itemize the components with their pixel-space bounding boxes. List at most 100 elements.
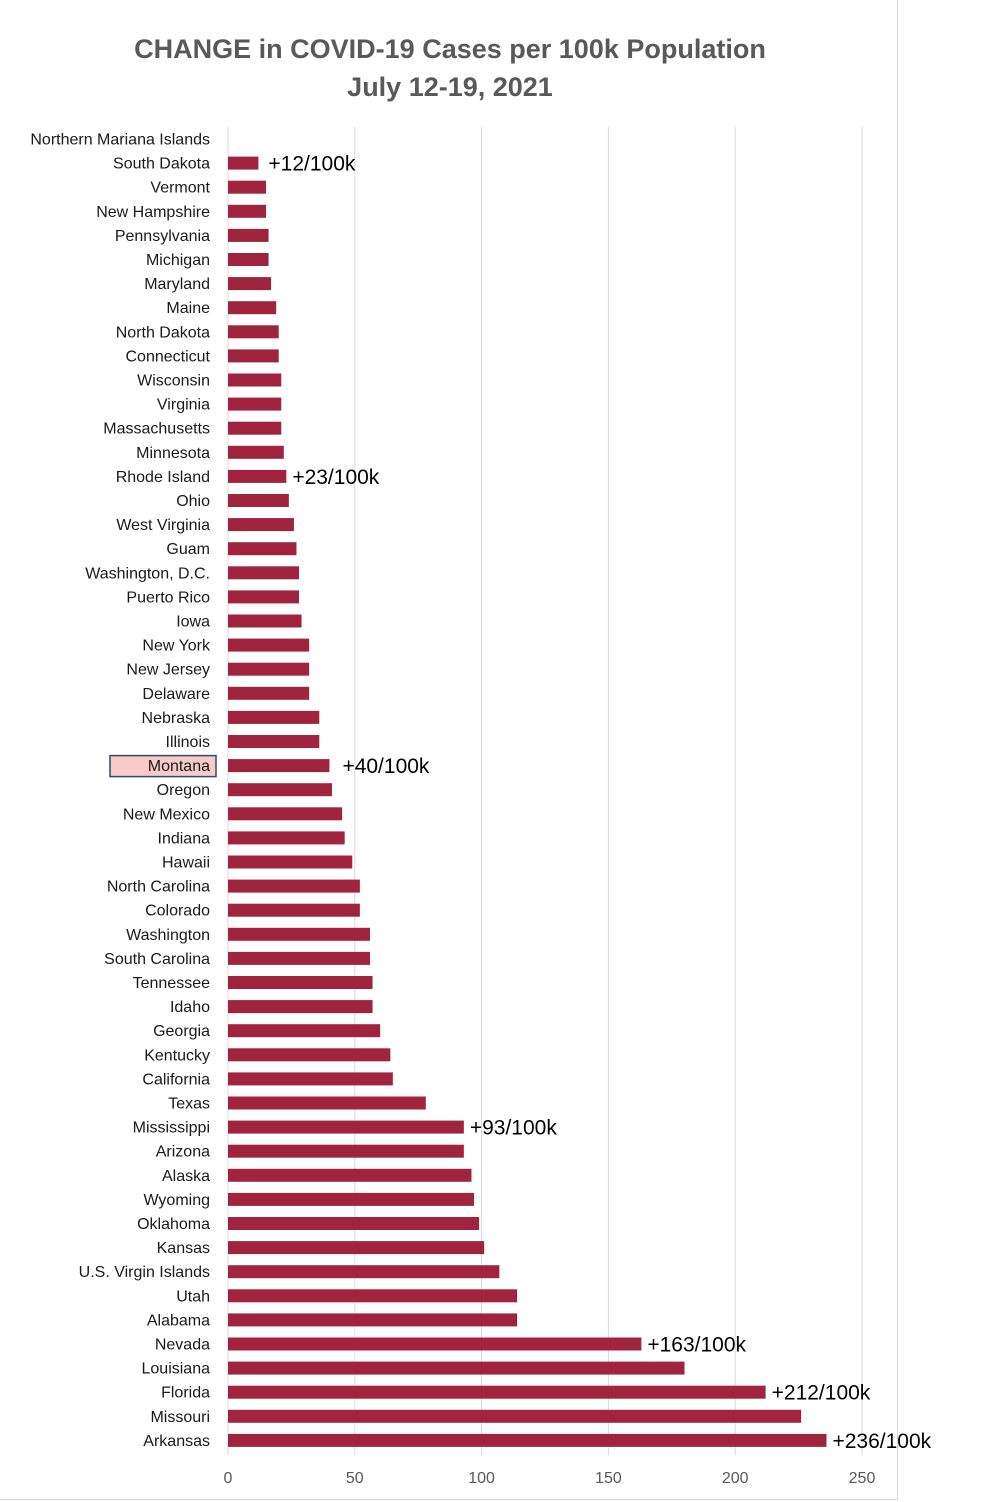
bar-delaware — [228, 686, 310, 700]
bar-oregon — [228, 783, 332, 797]
x-axis-tick-labels: 0 50 100 150 200 250 — [224, 1470, 876, 1487]
bar-maryland — [228, 277, 272, 291]
category-label-northern-mariana-islands: Northern Mariana Islands — [30, 132, 210, 149]
category-label-maryland: Maryland — [144, 276, 210, 293]
bar-north-dakota — [228, 325, 279, 339]
bar-utah — [228, 1289, 518, 1303]
data-label-south-dakota: +12/100k — [268, 153, 355, 176]
category-label-iowa: Iowa — [176, 614, 210, 631]
category-label-guam: Guam — [166, 541, 210, 558]
category-label-alaska: Alaska — [162, 1168, 210, 1185]
bar-u-s-virgin-islands — [228, 1265, 500, 1279]
tick-label-250: 250 — [849, 1470, 876, 1487]
category-label-alabama: Alabama — [147, 1312, 210, 1329]
category-label-hawaii: Hawaii — [162, 855, 210, 872]
category-label-south-carolina: South Carolina — [104, 951, 210, 968]
bar-wyoming — [228, 1192, 474, 1206]
bar-washington — [228, 927, 371, 941]
data-label-nevada: +163/100k — [647, 1334, 746, 1357]
category-label-louisiana: Louisiana — [142, 1361, 211, 1378]
data-label-mississippi: +93/100k — [470, 1117, 557, 1140]
category-label-massachusetts: Massachusetts — [103, 421, 210, 438]
bar-montana — [228, 759, 330, 773]
bar-pennsylvania — [228, 228, 269, 242]
category-label-mississippi: Mississippi — [133, 1120, 210, 1137]
bar-minnesota — [228, 445, 284, 459]
category-label-rhode-island: Rhode Island — [116, 469, 210, 486]
bar-puerto-rico — [228, 590, 300, 604]
category-label-maine: Maine — [166, 300, 210, 317]
bar-nebraska — [228, 710, 320, 724]
category-labels: Northern Mariana Islands South Dakota Verm… — [30, 132, 211, 1450]
category-label-idaho: Idaho — [170, 999, 210, 1016]
bar-arizona — [228, 1144, 464, 1158]
category-label-washington-d-c: Washington, D.C. — [85, 565, 210, 582]
highlight-layer — [109, 754, 217, 778]
bar-arkansas — [228, 1433, 827, 1447]
bar-louisiana — [228, 1361, 685, 1375]
category-label-texas: Texas — [168, 1096, 210, 1113]
category-label-oregon: Oregon — [157, 782, 210, 799]
bar-oklahoma — [228, 1217, 480, 1230]
category-label-utah: Utah — [176, 1288, 210, 1305]
bar-rhode-island — [228, 469, 287, 483]
bar-vermont — [228, 180, 267, 194]
data-label-arkansas: +236/100k — [832, 1430, 931, 1453]
tick-label-0: 0 — [224, 1470, 233, 1487]
bar-missouri — [228, 1409, 802, 1423]
bar-alaska — [228, 1168, 472, 1182]
bar-michigan — [228, 253, 269, 266]
category-label-puerto-rico: Puerto Rico — [126, 589, 210, 606]
data-label-rhode-island: +23/100k — [292, 466, 379, 489]
bar-florida — [228, 1385, 766, 1399]
bar-iowa — [228, 614, 302, 628]
bar-west-virginia — [228, 518, 294, 532]
bar-north-carolina — [228, 879, 360, 893]
bar-idaho — [228, 1000, 373, 1014]
bar-guam — [228, 542, 297, 556]
category-label-florida: Florida — [161, 1385, 210, 1402]
category-label-arizona: Arizona — [156, 1144, 210, 1161]
bar-texas — [228, 1096, 426, 1110]
bar-connecticut — [228, 349, 279, 363]
category-label-u-s-virgin-islands: U.S. Virgin Islands — [79, 1264, 210, 1281]
category-label-georgia: Georgia — [153, 1023, 210, 1040]
data-label-montana: +40/100k — [342, 755, 429, 778]
category-label-nebraska: Nebraska — [142, 710, 211, 727]
bar-tennessee — [228, 976, 373, 989]
bar-maine — [228, 301, 277, 315]
category-label-kentucky: Kentucky — [144, 1047, 210, 1064]
bar-wisconsin — [228, 373, 282, 387]
bar-mississippi — [228, 1120, 464, 1134]
bar-south-carolina — [228, 951, 371, 965]
bar-kentucky — [228, 1048, 391, 1062]
tick-label-100: 100 — [468, 1470, 495, 1487]
category-label-minnesota: Minnesota — [136, 445, 210, 462]
bar-alabama — [228, 1313, 518, 1327]
category-label-new-hampshire: New Hampshire — [96, 204, 210, 221]
tick-label-200: 200 — [722, 1470, 749, 1487]
bar-new-jersey — [228, 662, 310, 676]
category-label-new-york: New York — [142, 638, 211, 655]
bar-california — [228, 1072, 393, 1086]
bar-georgia — [228, 1024, 381, 1038]
chart-title-block: CHANGE in COVID-19 Cases per 100k Popula… — [0, 30, 900, 106]
bar-new-hampshire — [228, 204, 267, 218]
category-label-oklahoma: Oklahoma — [137, 1216, 210, 1233]
category-label-connecticut: Connecticut — [126, 348, 211, 365]
category-label-arkansas: Arkansas — [143, 1433, 210, 1450]
category-label-new-jersey: New Jersey — [126, 662, 210, 679]
category-label-nevada: Nevada — [155, 1337, 210, 1354]
chart-subtitle: July 12-19, 2021 — [347, 72, 553, 102]
bar-new-york — [228, 638, 310, 652]
category-label-north-dakota: North Dakota — [116, 324, 210, 341]
bar-illinois — [228, 735, 320, 748]
category-label-wisconsin: Wisconsin — [137, 373, 210, 390]
data-labels: +12/100k +23/100k +40/100k +93/100k +163/100… — [268, 153, 931, 1453]
category-label-wyoming: Wyoming — [143, 1192, 210, 1209]
bar-ohio — [228, 494, 289, 507]
category-label-missouri: Missouri — [150, 1409, 210, 1426]
category-label-michigan: Michigan — [146, 252, 210, 269]
bar-hawaii — [228, 855, 353, 869]
